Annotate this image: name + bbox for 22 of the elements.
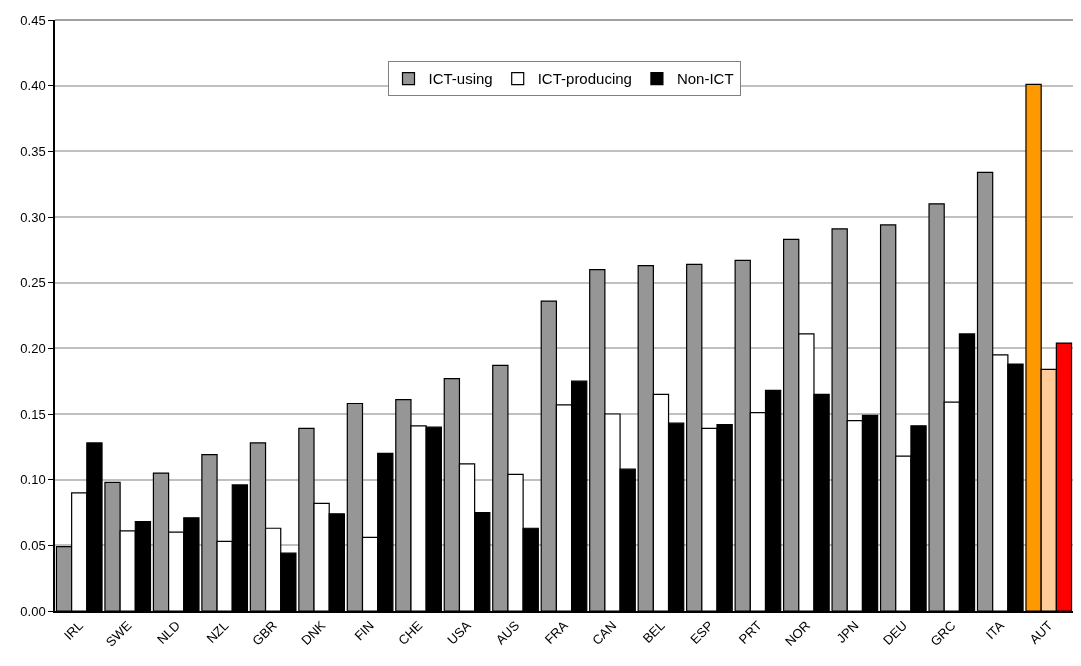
legend-label: ICT-using [428,70,493,88]
y-tick-label: 0.45 [20,12,46,28]
y-tick-label: 0.10 [20,472,46,488]
legend-label: Non-ICT [676,70,734,88]
x-tick-label: NZL [203,617,232,646]
legend-label: ICT-producing [537,70,632,88]
x-tick-label: FIN [351,617,377,644]
x-tick-label: IRL [61,617,86,643]
y-tick-label: 0.40 [20,78,46,94]
x-tick-label: NLD [153,617,183,647]
y-tick-label: 0.20 [20,340,46,356]
y-tick-label: 0.05 [20,537,46,553]
y-tick-label: 0.15 [20,406,46,422]
x-tick-label: BEL [639,617,668,646]
x-tick-label: JPN [833,617,862,646]
x-tick-label: USA [444,617,474,648]
x-tick-label: FRA [541,617,571,647]
x-tick-label: ITA [982,617,1008,643]
y-tick-label: 0.00 [20,603,46,619]
y-tick-label: 0.25 [20,275,46,291]
y-tick-label: 0.35 [20,143,46,159]
y-tick-label: 0.30 [20,209,46,225]
